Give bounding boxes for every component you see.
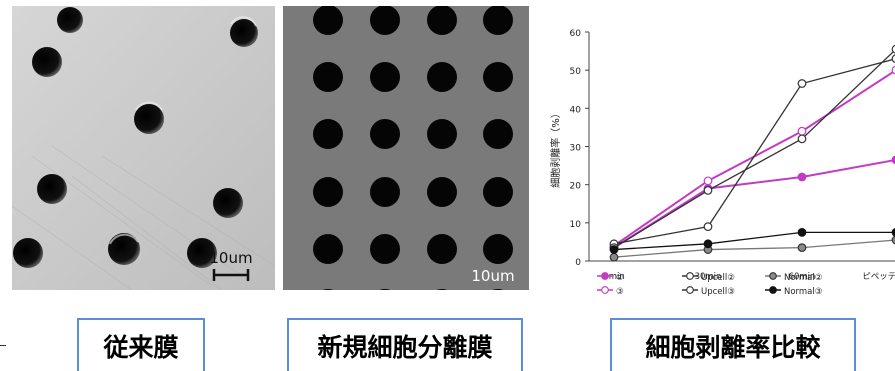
pore [37,174,67,204]
data-point [703,185,713,195]
pore [134,104,164,134]
pore [483,119,513,149]
legend-marker [769,272,777,280]
scale-label: 10um [209,249,252,267]
conventional-membrane-image: 10um [12,6,275,290]
pore [313,62,343,92]
data-point [797,243,807,253]
y-tick-label: 30 [570,144,582,154]
caption-conventional: 従来膜 [77,318,205,371]
data-point [891,235,895,245]
edge-dash [0,345,6,346]
legend-marker [686,286,694,294]
y-tick-label: 20 [570,182,582,192]
pore [483,62,513,92]
pore [57,7,83,33]
legend-marker [601,272,609,280]
series-line [613,58,895,245]
x-tick-label: 0min [603,272,624,282]
legend-marker [769,286,777,294]
data-point [891,228,895,237]
pore [483,234,513,264]
pore [427,6,457,35]
data-point [703,239,713,249]
series-line [613,159,895,249]
data-point [797,79,807,88]
pore [427,119,457,149]
caption-new-membrane: 新規細胞分離膜 [287,318,523,371]
pore [322,289,334,290]
pore [483,177,513,207]
pore [108,233,140,265]
legend-marker [686,272,694,280]
pore [427,62,457,92]
data-point [891,44,895,54]
pore [370,119,400,149]
pore [213,188,243,218]
y-tick-label: 50 [570,67,582,77]
pore [32,47,62,77]
caption-comparison: 細胞剥離率比較 [610,318,856,371]
scale-bar [212,269,250,281]
pore [492,289,504,290]
series-line [613,49,895,249]
x-tick-label: 60min [789,272,816,282]
y-tick-label: 10 [570,220,582,230]
legend-label: Normal③ [784,287,822,297]
pore [427,234,457,264]
pore [370,234,400,264]
y-tick-label: 0 [575,258,581,268]
data-point [891,65,895,75]
scale-label: 10um [471,267,514,285]
data-point [797,134,807,144]
legend-label: Upcell③ [701,287,735,297]
pore [313,6,343,35]
x-tick-label: 30min [695,272,722,282]
pore [370,177,400,207]
pore [436,289,448,290]
data-point [891,54,895,64]
pore [313,119,343,149]
y-tick-label: 40 [570,105,582,115]
new-membrane-image: 10um [283,6,529,290]
peel-rate-chart: 0 10 20 30 40 50 60 0min 30min 60min ピペッティング後 ② Upc… [537,8,895,298]
series-line [613,239,895,258]
legend-label: ② [616,273,624,283]
pore [370,6,400,35]
series-line [613,231,895,251]
pore [13,238,43,268]
data-point [703,176,713,186]
legend-label: ③ [616,287,624,297]
series-line [613,69,895,247]
data-point [891,155,895,165]
pore [313,177,343,207]
pore [187,238,217,268]
pore [370,62,400,92]
data-point [609,245,619,254]
pore [379,289,391,290]
data-point [609,252,619,262]
data-point [797,126,807,136]
y-axis-label: 細胞剥離率（%） [549,108,562,188]
pore [230,19,258,47]
pore [427,177,457,207]
data-point [703,222,713,232]
x-tick-label: ピペッティング後 [862,271,895,282]
data-point [797,227,807,237]
y-tick-label: 60 [570,29,582,39]
pore [483,6,513,35]
legend-label: Upcell② [701,273,735,283]
data-point [797,172,807,182]
legend-label: Normal② [784,273,822,283]
pore [313,234,343,264]
legend-marker [601,286,609,294]
